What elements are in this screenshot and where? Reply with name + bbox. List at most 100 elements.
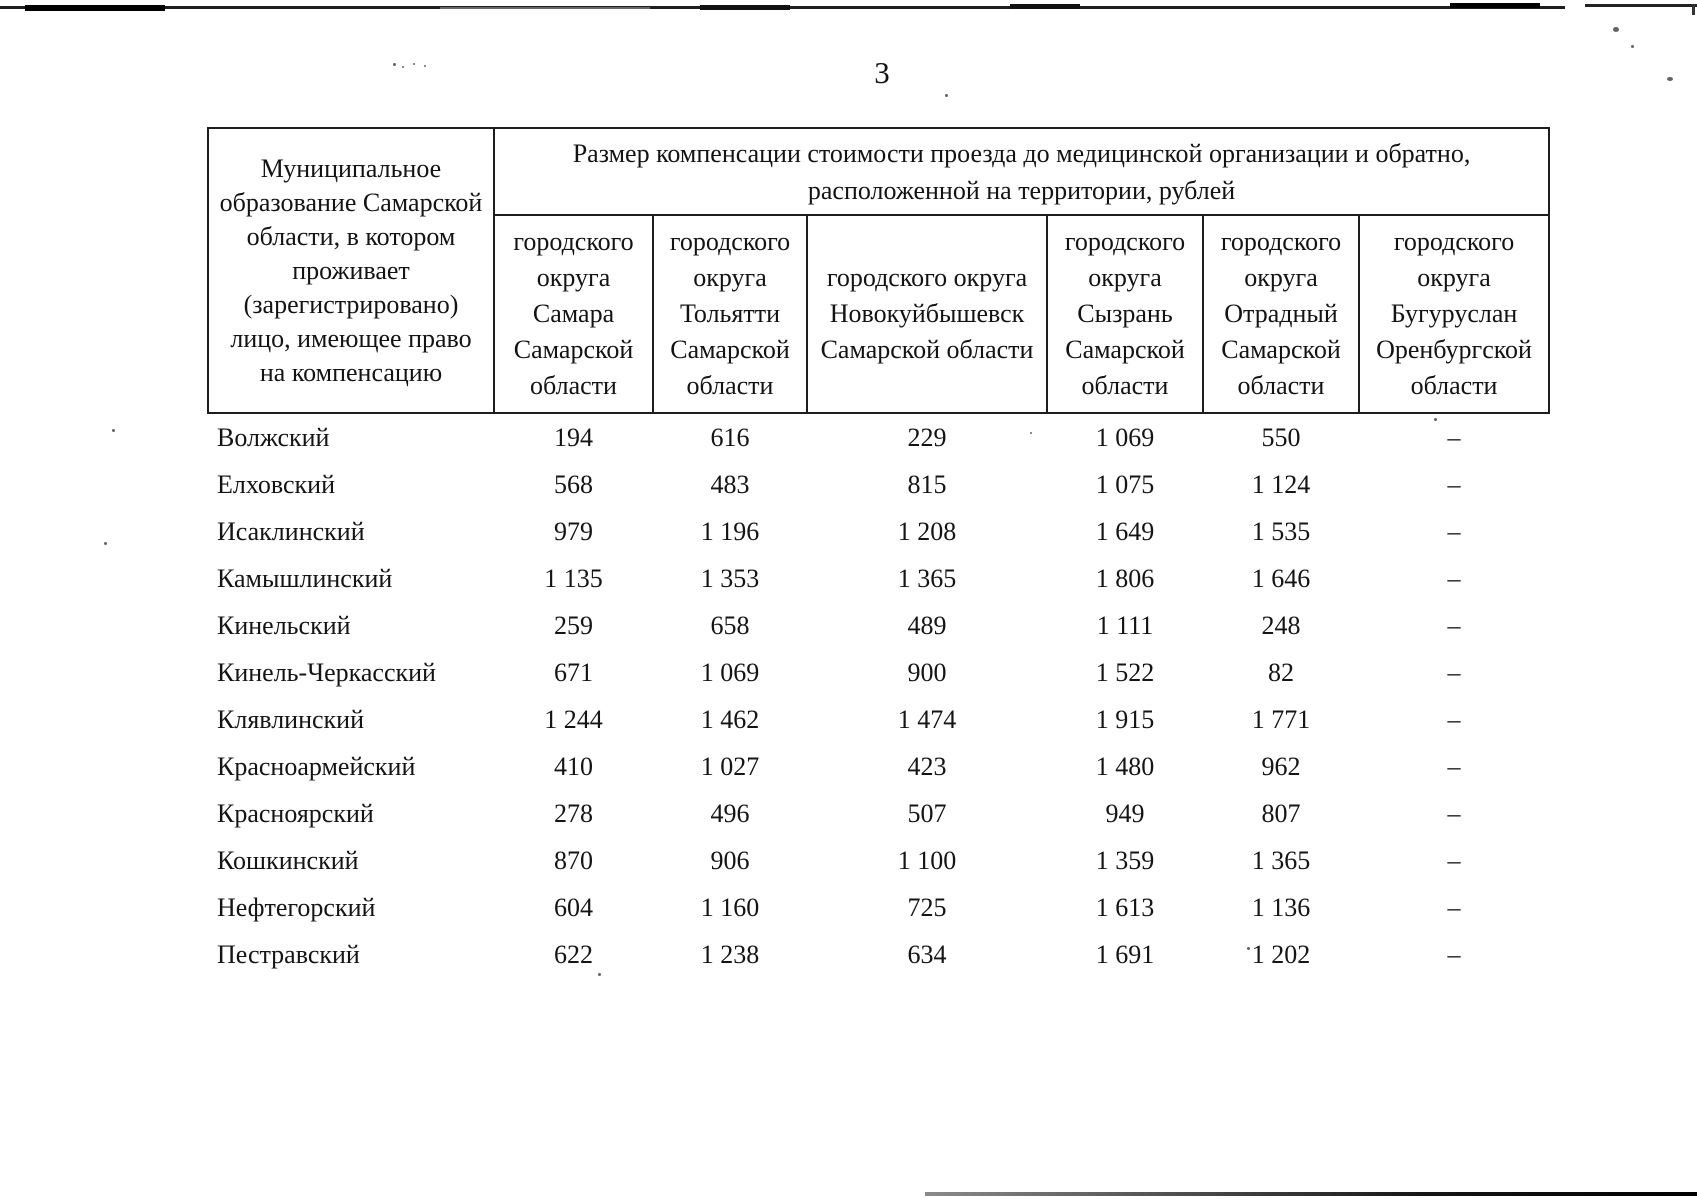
value-cell: 815 — [907, 469, 947, 499]
value-cell: – — [1447, 422, 1461, 452]
value-cell: 1 522 — [1095, 657, 1155, 687]
municipality-name: Пестравский — [217, 939, 360, 969]
value-cell: 1 136 — [1251, 892, 1311, 922]
value-cell: 1 075 — [1095, 469, 1155, 499]
value-cell: 1 359 — [1095, 845, 1155, 875]
value-cell: 962 — [1261, 751, 1301, 781]
scan-artifact-bottom-line — [925, 1192, 1697, 1196]
municipality-column-header: Муниципальное образование Самарской обла… — [207, 127, 495, 414]
municipality-name: Волжский — [217, 422, 330, 452]
value-cell: 507 — [907, 798, 947, 828]
municipality-name: Кинель-Черкасский — [217, 657, 436, 687]
table-row: Кинель-Черкасский 671 1 069 900 1 522 82 – — [208, 649, 1549, 696]
municipality-name: Камышлинский — [217, 563, 393, 593]
value-cell: 604 — [554, 892, 593, 922]
value-cell: 1 646 — [1251, 563, 1311, 593]
value-cell: 1 535 — [1251, 516, 1311, 546]
scan-artifact-tick — [1692, 4, 1695, 15]
value-cell: 489 — [907, 610, 947, 640]
value-cell: 483 — [710, 469, 750, 499]
value-cell: – — [1447, 751, 1461, 781]
value-cell: 1 027 — [700, 751, 760, 781]
value-cell: 1 135 — [544, 563, 603, 593]
value-cell: 1 474 — [897, 704, 957, 734]
municipality-name: Кошкинский — [217, 845, 359, 875]
value-cell: 1 480 — [1095, 751, 1155, 781]
value-cell: 1 244 — [544, 704, 603, 734]
column-header: городского округа Новокуйбышевск Самарск… — [806, 214, 1048, 414]
value-cell: 1 771 — [1251, 704, 1311, 734]
scan-speck — [424, 65, 426, 67]
value-cell: 1 613 — [1095, 892, 1155, 922]
value-cell: 82 — [1268, 657, 1294, 687]
value-cell: 671 — [554, 657, 593, 687]
value-cell: 194 — [554, 422, 593, 452]
scan-speck — [598, 973, 601, 976]
page-number: 3 — [874, 55, 890, 90]
scan-artifact-blob — [700, 5, 790, 10]
column-header: городского округа Самара Самарской облас… — [493, 214, 654, 414]
value-cell: 658 — [710, 610, 750, 640]
municipality-name: Кинельский — [217, 610, 351, 640]
value-cell: 634 — [907, 939, 947, 969]
table-row: Нефтегорский 604 1 160 725 1 613 1 136 – — [208, 884, 1549, 931]
value-cell: 870 — [554, 845, 593, 875]
value-cell: 725 — [907, 892, 947, 922]
value-cell: 496 — [710, 798, 750, 828]
value-cell: 1 691 — [1095, 939, 1155, 969]
table-row: Красноярский 278 496 507 949 807 – — [208, 790, 1549, 837]
value-cell: – — [1447, 657, 1461, 687]
value-cell: 1 202 — [1251, 939, 1311, 969]
value-cell: – — [1447, 798, 1461, 828]
municipality-name: Красноармейский — [217, 751, 416, 781]
value-cell: 900 — [907, 657, 947, 687]
value-cell: – — [1447, 845, 1461, 875]
value-cell: 278 — [554, 798, 593, 828]
value-cell: 1 238 — [700, 939, 760, 969]
value-cell: 1 365 — [1251, 845, 1311, 875]
scan-speck — [402, 66, 404, 68]
value-cell: – — [1447, 610, 1461, 640]
value-cell: 1 208 — [897, 516, 957, 546]
header-row-main: Муниципальное образование Самарской обла… — [207, 127, 1551, 414]
municipality-name: Клявлинский — [217, 704, 365, 734]
municipality-name: Нефтегорский — [217, 892, 376, 922]
scan-artifact-blob — [440, 7, 650, 9]
scan-artifact-blob — [25, 5, 165, 11]
value-cell: – — [1447, 704, 1461, 734]
scan-speck — [393, 63, 396, 66]
value-cell: 807 — [1261, 798, 1301, 828]
value-cell: 550 — [1261, 422, 1301, 452]
value-cell: – — [1447, 892, 1461, 922]
compensation-table: Муниципальное образование Самарской обла… — [207, 127, 1551, 978]
table-row: Исаклинский 979 1 196 1 208 1 649 1 535 – — [208, 508, 1549, 555]
scan-speck — [1631, 45, 1634, 48]
scan-speck — [945, 94, 948, 97]
table-row: Кинельский 259 658 489 1 111 248 – — [208, 602, 1549, 649]
table-row: Клявлинский 1 244 1 462 1 474 1 915 1 771 – — [208, 696, 1549, 743]
column-headers-row: городского округа Самара Самарской облас… — [208, 214, 1551, 414]
column-header: городского округа Сызрань Самарской обла… — [1046, 214, 1204, 414]
value-cell: 1 462 — [700, 704, 760, 734]
value-cell: 1 365 — [897, 563, 957, 593]
value-cell: 1 353 — [700, 563, 760, 593]
table-main-header: Размер компенсации стоимости проезда до … — [492, 127, 1551, 216]
column-header: городского округа Бугуруслан Оренбургско… — [1357, 214, 1551, 414]
value-cell: – — [1447, 939, 1461, 969]
table-body: Волжский 194 616 229 1 069 550 – Елховский 568 48… — [208, 413, 1549, 978]
table-row: Пестравский 622 1 238 634 1 691 1 202 – — [208, 931, 1549, 978]
table-row: Кошкинский 870 906 1 100 1 359 1 365 – — [208, 837, 1549, 884]
scan-speck — [1667, 77, 1673, 81]
table-row: Красноармейский 410 1 027 423 1 480 962 – — [208, 743, 1549, 790]
scan-speck — [1247, 947, 1250, 950]
value-cell: 248 — [1261, 610, 1301, 640]
value-cell: 1 069 — [700, 657, 760, 687]
value-cell: 979 — [554, 516, 593, 546]
value-cell: 616 — [710, 422, 750, 452]
scan-artifact-top-line — [1585, 4, 1697, 7]
municipality-name: Красноярский — [217, 798, 374, 828]
scan-artifact-blob — [1450, 3, 1540, 8]
table-row: Елховский 568 483 815 1 075 1 124 – — [208, 461, 1549, 508]
value-cell: 1 196 — [700, 516, 760, 546]
